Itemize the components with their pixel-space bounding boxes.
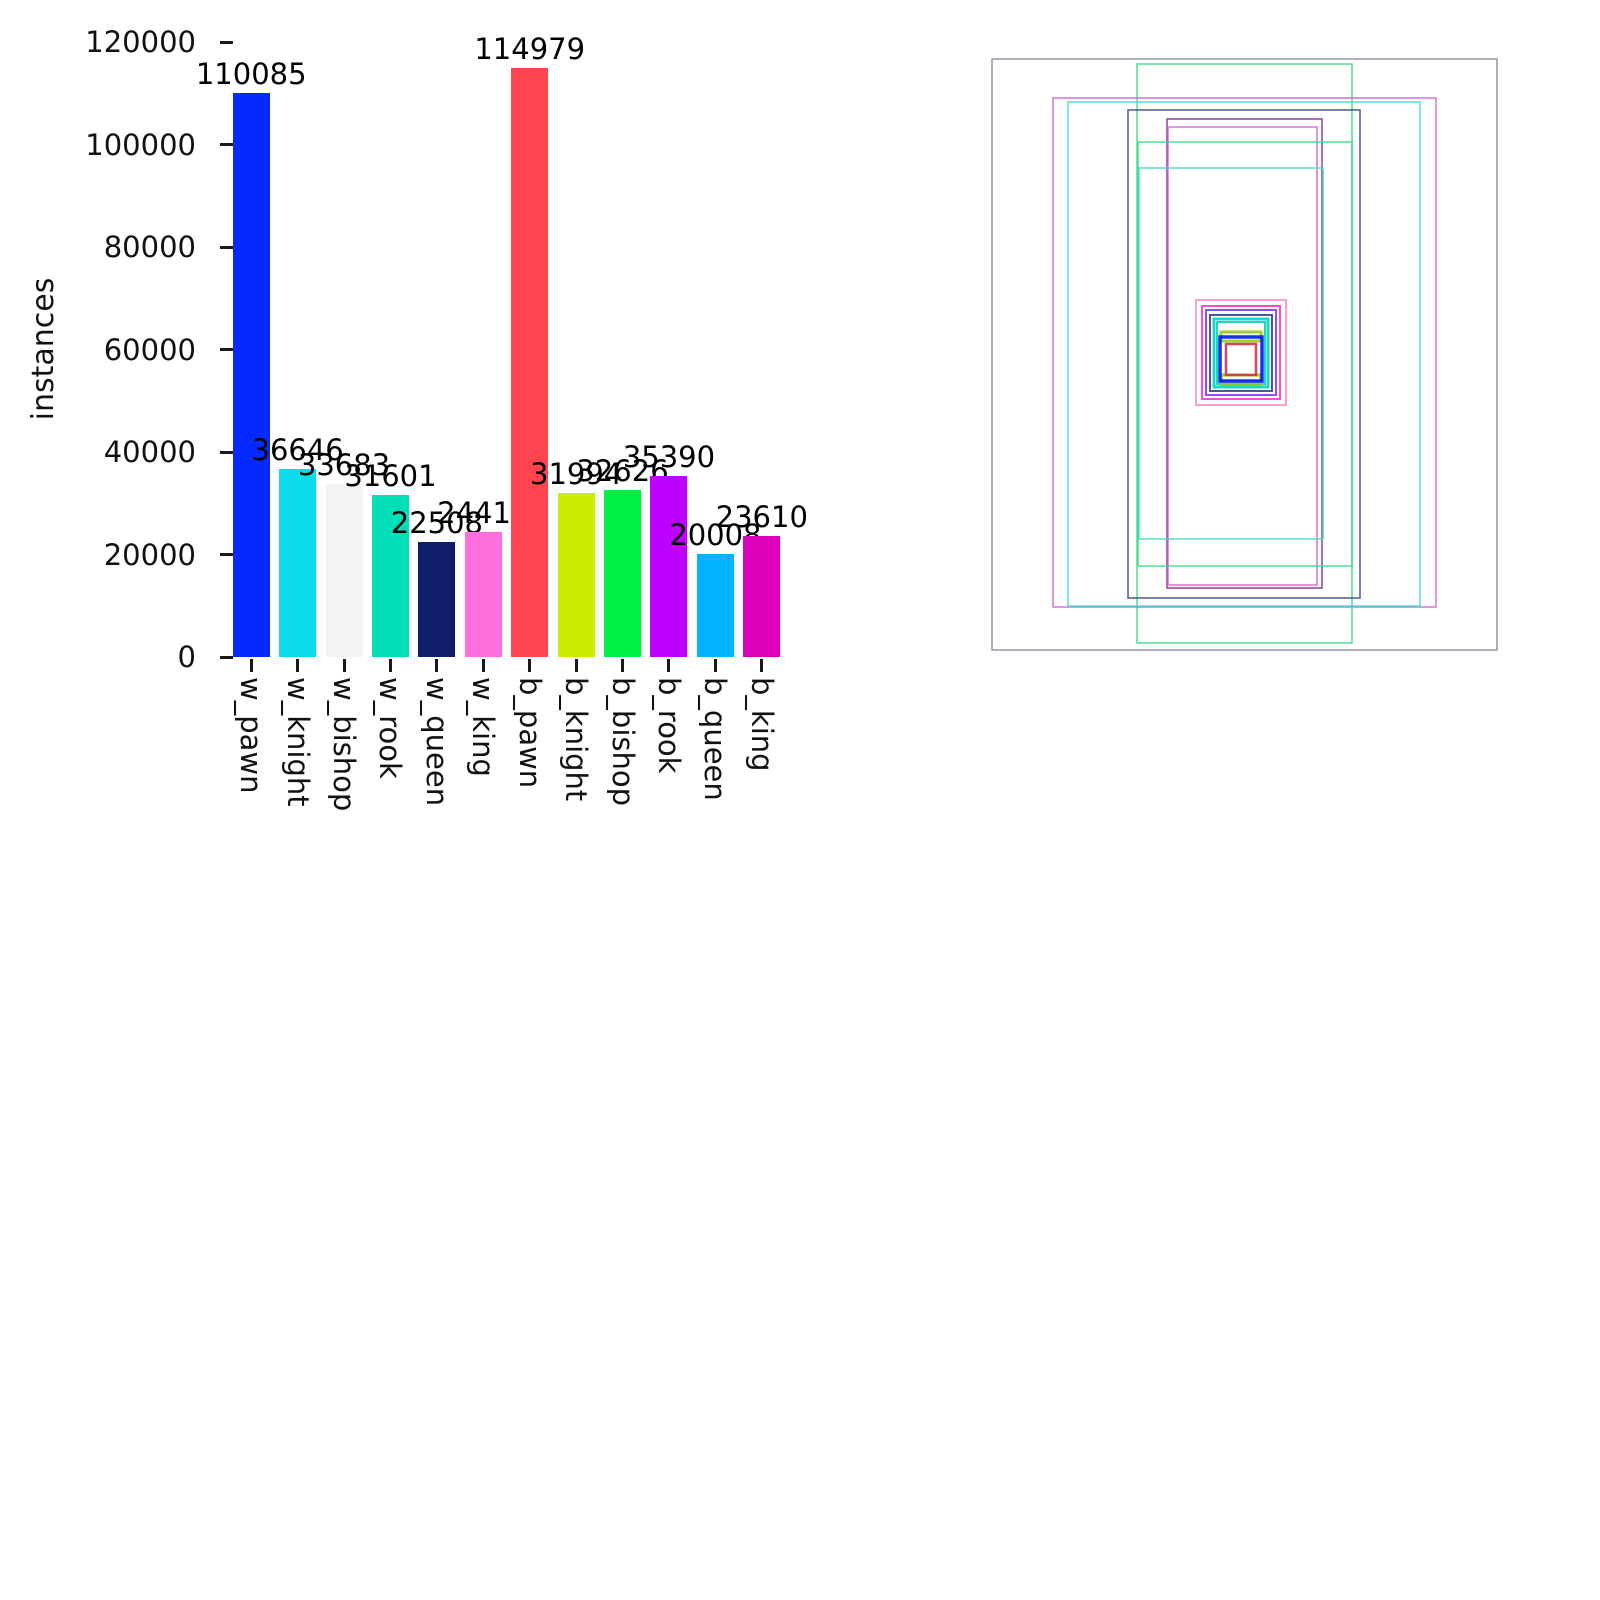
bar-y-tick-mark (220, 655, 233, 659)
bar-value-label: 33683 (297, 448, 391, 483)
box-rect (991, 58, 1498, 651)
box-rect (1205, 309, 1277, 396)
bar (464, 531, 502, 657)
box-rect (1052, 97, 1437, 608)
bar-x-tick-label: w_pawn (234, 677, 269, 794)
box-rect (1127, 109, 1361, 599)
bar-x-tick-label: b_bishop (605, 677, 640, 807)
bar-x-tick-label: b_pawn (512, 677, 547, 789)
box-rect (1201, 305, 1281, 400)
bar (232, 92, 270, 657)
box-rect (1167, 126, 1318, 586)
bar-x-tick-label: w_knight (280, 677, 315, 807)
bar (743, 535, 781, 657)
bar (325, 484, 363, 657)
bar-x-tick-mark (574, 659, 578, 672)
bar-y-tick-mark (220, 553, 233, 556)
bar (371, 495, 409, 657)
boxes-svg (991, 58, 1498, 651)
bar-y-tick-mark (220, 143, 233, 146)
box-rect (1067, 101, 1421, 607)
bar-x-tick-mark (528, 659, 532, 672)
bar-x-tick-mark (342, 659, 346, 672)
bar-x-tick-label: b_knight (559, 677, 594, 802)
bar-y-tick-label: 100000 (85, 127, 196, 162)
box-rect (1137, 141, 1353, 567)
bar-x-tick-label: w_bishop (327, 677, 362, 812)
bar-y-tick-label: 120000 (85, 25, 196, 59)
bar-y-tick-label: 60000 (103, 332, 196, 367)
bar-x-tick-label: b_king (744, 677, 779, 772)
bar-value-label: 36646 (251, 433, 344, 468)
bar-y-tick-mark (220, 40, 233, 44)
bar (557, 493, 595, 657)
box-rect (1166, 118, 1323, 589)
bar-x-tick-mark (296, 659, 300, 672)
bar (604, 489, 642, 657)
box-rect (1218, 335, 1264, 383)
bar-y-tick-mark (220, 450, 233, 454)
bar (511, 67, 549, 657)
bar-x-tick-label: b_queen (698, 677, 733, 801)
bar-y-tick-mark (220, 245, 233, 249)
wh-heatmap-panel: height width 0.20.40.60.81.00.20.40.60.8… (860, 820, 1600, 1600)
bar-value-label: 35390 (622, 439, 716, 474)
bar-x-tick-mark (760, 659, 764, 672)
box-rect (1209, 314, 1273, 392)
box-rect (1212, 317, 1270, 389)
bar-x-tick-mark (621, 659, 625, 672)
box-rect (1224, 342, 1258, 377)
bar-x-tick-mark (249, 659, 253, 672)
bar-x-tick-label: b_rook (651, 677, 686, 774)
bar-x-tick-label: w_rook (373, 677, 408, 779)
bar-chart-panel: instances 0 20000 40000 60000 80000 100000 120… (0, 0, 860, 830)
bar-x-tick-mark (481, 659, 485, 672)
box-rect (1138, 167, 1324, 540)
box-rect (1136, 63, 1353, 644)
bar-y-tick-label: 80000 (103, 230, 196, 264)
bar-y-tick-label: 20000 (103, 537, 196, 572)
bar-value-label: 31994 (529, 457, 623, 492)
bar-x-tick-mark (388, 659, 392, 672)
bar-y-tick-label: 0 (177, 640, 196, 674)
boxes-panel (960, 30, 1530, 670)
box-rect (1195, 299, 1287, 406)
xy-heatmap-panel: y x 0.20.40.60.80.20.40.60.8 (0, 820, 860, 1600)
bar-x-tick-mark (667, 659, 671, 672)
bar-x-tick-mark (713, 659, 717, 672)
bar (696, 554, 734, 657)
bar (650, 475, 688, 657)
bar-y-tick-mark (220, 348, 233, 351)
bar-y-tick-label: 40000 (103, 435, 196, 469)
bar-value-label: 31601 (344, 459, 437, 494)
bar-x-tick-label: w_queen (419, 677, 454, 807)
bar-value-label: 110085 (195, 56, 307, 91)
bar-x-tick-label: w_king (466, 677, 501, 777)
bar (279, 469, 317, 657)
bar (418, 541, 456, 657)
bar-value-label: 23610 (715, 499, 808, 534)
bar-value-label: 114979 (474, 31, 586, 66)
bar-x-tick-mark (435, 659, 439, 672)
